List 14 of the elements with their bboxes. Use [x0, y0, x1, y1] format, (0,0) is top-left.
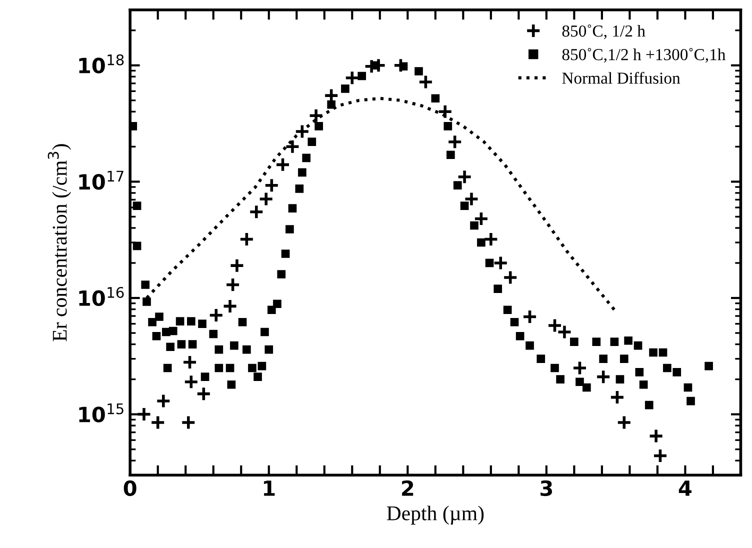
y-tick-label: 10$^{15}$: [79, 403, 124, 422]
y-tick-label: 10$^{17}$: [79, 170, 124, 190]
y-axis-title: Er concentration (/cm$^{3}$): [48, 144, 72, 342]
x-tick-label: 1: [264, 480, 275, 496]
x-axis-title: Depth (µm): [386, 506, 484, 525]
x-tick-label: 4: [678, 480, 692, 496]
legend-label: Normal Diffusion: [562, 72, 680, 84]
x-tick-label: 2: [402, 480, 414, 496]
x-tick-label: 3: [540, 480, 552, 496]
x-tick-label: 0: [124, 480, 136, 496]
y-tick-label: 10$^{18}$: [79, 54, 124, 74]
y-tick-label: 10$^{16}$: [79, 286, 124, 306]
legend-label: 850˚C, 1/2 h: [562, 24, 646, 40]
legend-label: 850˚C,1/2 h +1300˚C,1h: [562, 48, 726, 63]
